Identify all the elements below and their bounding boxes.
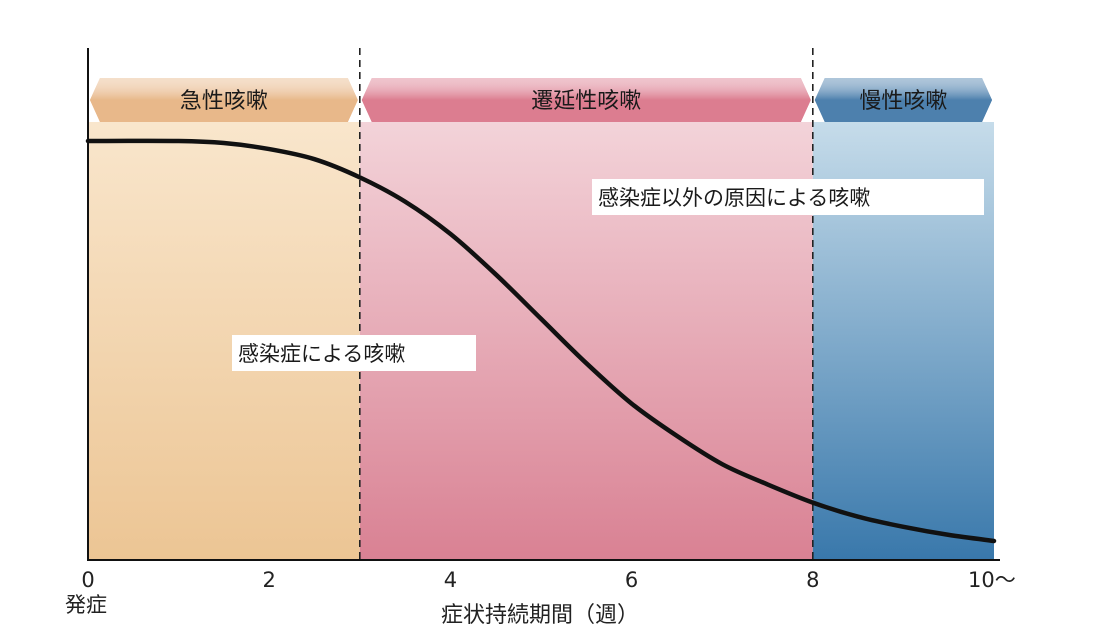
x-tick-label: 8 — [806, 568, 819, 592]
x-tick-label: 2 — [263, 568, 276, 592]
annotation-box — [232, 335, 476, 371]
annotations: 感染症による咳嗽 感染症以外の原因による咳嗽 — [232, 179, 984, 371]
phase-label: 急性咳嗽 — [180, 89, 268, 114]
x-tick-label: 4 — [444, 568, 457, 592]
x-tick-label: 0 — [81, 568, 94, 592]
cough-curve-line — [85, 138, 997, 544]
x-ticks: 0 2 4 6 8 10〜 — [81, 568, 1015, 592]
x-axis-label: 症状持続期間（週） — [441, 603, 639, 628]
phase-banner-highlight — [814, 78, 992, 122]
cough-curve — [85, 138, 997, 544]
annotation-box — [592, 179, 984, 215]
x-zero-sublabel: 発症 — [65, 593, 107, 617]
phase-banner-highlight — [361, 78, 811, 122]
axes — [87, 48, 1000, 561]
phase-banner-highlight — [90, 78, 358, 122]
phase-dividers — [358, 48, 814, 560]
phase-banners: 急性咳嗽 遷延性咳嗽 慢性咳嗽 — [90, 78, 992, 122]
phase-label: 遷延性咳嗽 — [531, 89, 641, 114]
annotation-label: 感染症による咳嗽 — [238, 342, 405, 366]
annotation-label: 感染症以外の原因による咳嗽 — [598, 186, 870, 210]
x-tick-label: 6 — [625, 568, 638, 592]
phase-label: 慢性咳嗽 — [859, 89, 947, 114]
x-tick-label: 10〜 — [968, 568, 1016, 592]
